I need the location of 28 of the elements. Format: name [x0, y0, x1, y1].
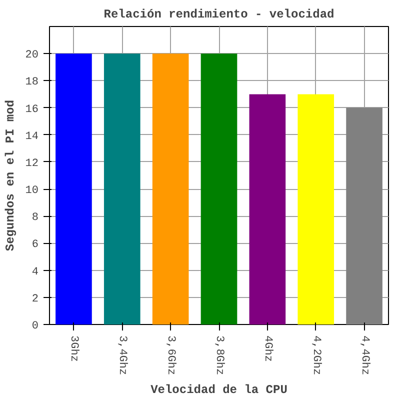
bar	[56, 54, 92, 324]
y-axis-title: Segundos en el PI mod	[3, 100, 18, 252]
bar	[152, 54, 189, 324]
y-tick-label: 20	[25, 50, 38, 62]
bar	[298, 94, 334, 324]
x-tick-label: 3,4Ghz	[116, 336, 128, 376]
y-tick-label: 16	[25, 104, 38, 116]
y-tick-label: 8	[32, 212, 39, 224]
bar	[200, 54, 238, 324]
x-tick-label: 4,4Ghz	[358, 336, 370, 376]
y-tick-label: 4	[32, 266, 39, 278]
x-axis-title: Velocidad de la CPU	[150, 383, 288, 398]
y-tick-label: 12	[25, 158, 38, 170]
y-tick-label: 18	[25, 76, 38, 89]
y-tick-label: 2	[32, 293, 39, 306]
y-tick-label: 6	[32, 239, 39, 252]
x-tick-label: 3Ghz	[68, 336, 80, 362]
bar	[249, 94, 286, 324]
y-tick-label: 14	[25, 130, 39, 143]
y-tick-label: 0	[32, 320, 39, 332]
x-tick-label: 4Ghz	[261, 336, 274, 362]
x-tick-label: 3,6Ghz	[164, 336, 177, 376]
x-tick-label: 3,8Ghz	[213, 336, 225, 376]
y-tick-label: 10	[25, 185, 38, 198]
bar	[346, 108, 382, 324]
bar	[104, 54, 140, 324]
x-tick-label: 4,2Ghz	[310, 336, 322, 376]
chart-title: Relación rendimiento - velocidad	[104, 8, 334, 22]
